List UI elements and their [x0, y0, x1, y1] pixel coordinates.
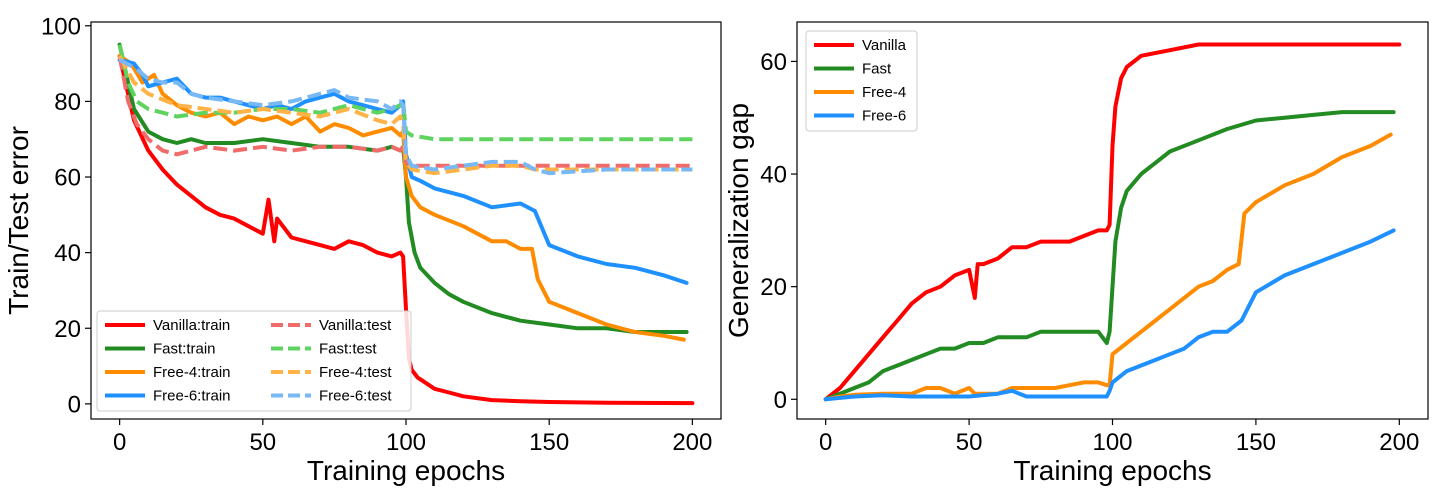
chart-2-x-tick-label: 50 — [956, 429, 983, 456]
chart-1-y-tick-label: 20 — [54, 316, 81, 343]
chart-1-legend-label: Free-6:test — [319, 388, 392, 405]
chart-1-legend-label: Vanilla:train — [153, 317, 230, 334]
chart-2-x-tick-label: 0 — [819, 429, 832, 456]
chart-1-y-axis-title: Train/Test error — [3, 126, 34, 315]
chart-2-y-axis-title: Generalization gap — [723, 103, 754, 338]
chart-2-series-vanilla — [823, 42, 1402, 402]
chart-2-x-tick-label: 150 — [1236, 429, 1276, 456]
chart-2-y-tick-label: 60 — [760, 49, 787, 76]
chart-2-series-free-6 — [823, 228, 1396, 402]
chart-1-x-tick-label: 50 — [249, 429, 276, 456]
chart-1-y-tick-label: 40 — [54, 240, 81, 267]
chart-2-series-group — [823, 42, 1402, 402]
chart-1-legend-label: Vanilla:test — [319, 317, 392, 334]
chart-1-y-tick-label: 80 — [54, 89, 81, 116]
chart-2-legend-label: Free-6 — [862, 108, 906, 125]
chart-2-series-free-4 — [823, 132, 1393, 402]
chart-2-x-tick-label: 100 — [1092, 429, 1132, 456]
chart-1-legend-label: Free-4:train — [153, 364, 231, 381]
chart-1-legend: Vanilla:train Fast:train Free-4:train Free-… — [96, 310, 412, 412]
chart-1-x-tick-label: 200 — [672, 429, 712, 456]
chart-1-y-tick-label: 0 — [68, 391, 81, 418]
chart-1-y-tick-label: 60 — [54, 165, 81, 192]
chart-1-series-group — [117, 42, 695, 406]
chart-2-y-tick-label: 20 — [760, 274, 787, 301]
chart-1-series-fast-test — [117, 44, 693, 142]
chart-1-series-free-4-test — [117, 55, 693, 176]
chart-1-y-tick-label: 100 — [41, 13, 81, 40]
chart-1-series-vanilla-train — [117, 54, 695, 406]
chart-1-legend-box — [96, 310, 412, 412]
chart-2-series-fast — [823, 110, 1396, 402]
chart-2-y-tick-label: 0 — [774, 387, 787, 414]
chart-2-x-axis-title: Training epochs — [1013, 455, 1211, 486]
chart-2-y-tick-label: 40 — [760, 162, 787, 189]
chart-2-legend-label: Free-4 — [862, 84, 906, 101]
chart-1-legend-label: Free-4:test — [319, 364, 392, 381]
chart-2: 0 50 100 150 200 0 20 40 60 Training epochs Genera… — [723, 21, 1429, 486]
chart-1-x-axis-title: Training epochs — [307, 455, 505, 486]
chart-2-legend-box — [805, 30, 918, 132]
chart-1-legend-label: Free-6:train — [153, 388, 231, 405]
chart-2-x-tick-label: 200 — [1379, 429, 1419, 456]
chart-2-legend-label: Fast — [862, 61, 892, 78]
chart-1-x-tick-label: 150 — [529, 429, 569, 456]
chart-1-x-tick-label: 100 — [386, 429, 426, 456]
chart-1-legend-label: Fast:test — [319, 341, 377, 358]
chart-2-legend: Vanilla Fast Free-4 Free-6 — [805, 30, 918, 132]
chart-1-legend-label: Fast:train — [153, 341, 216, 358]
chart-2-legend-label: Vanilla — [862, 37, 907, 54]
chart-1-x-tick-label: 0 — [113, 429, 126, 456]
chart-1-series-free-6-test — [118, 58, 693, 176]
